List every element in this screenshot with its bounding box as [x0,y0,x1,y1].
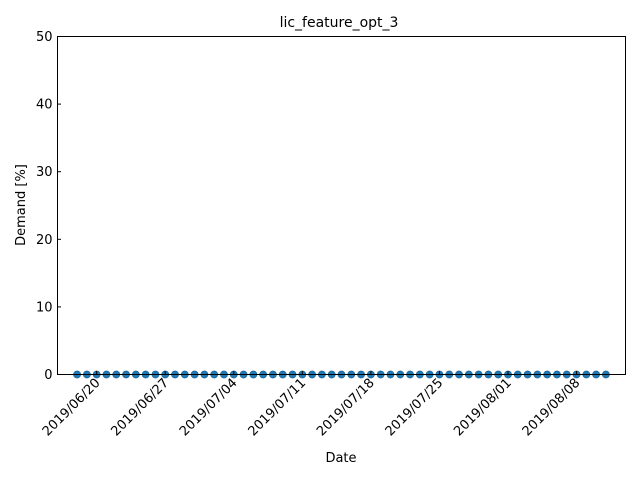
y-tick-label: 10 [36,300,53,315]
chart-title: lic_feature_opt_3 [280,15,399,31]
y-tick-label: 30 [36,165,53,180]
x-tick-label: 2019/07/11 [246,376,310,440]
y-axis: 0 10 20 30 40 50 [36,30,61,383]
x-tick-label: 2019/08/01 [451,376,515,440]
x-tick-label: 2019/07/18 [314,376,378,440]
x-tick-label: 2019/07/25 [383,376,447,440]
y-tick-label: 50 [36,30,53,45]
x-axis-label: Date [325,451,356,466]
y-tick-label: 20 [36,233,53,248]
x-axis: 2019/06/20 2019/06/27 2019/07/04 2019/07/11… [40,371,583,439]
y-axis-label: Demand [%] [14,164,29,246]
x-tick-label: 2019/08/08 [520,376,584,440]
x-tick-label: 2019/07/04 [177,376,241,440]
y-tick-label: 40 [36,98,53,113]
x-tick-label: 2019/06/27 [108,376,172,440]
plot-frame [57,36,626,375]
x-tick-label: 2019/06/20 [40,376,104,440]
y-tick-label: 0 [44,368,52,383]
